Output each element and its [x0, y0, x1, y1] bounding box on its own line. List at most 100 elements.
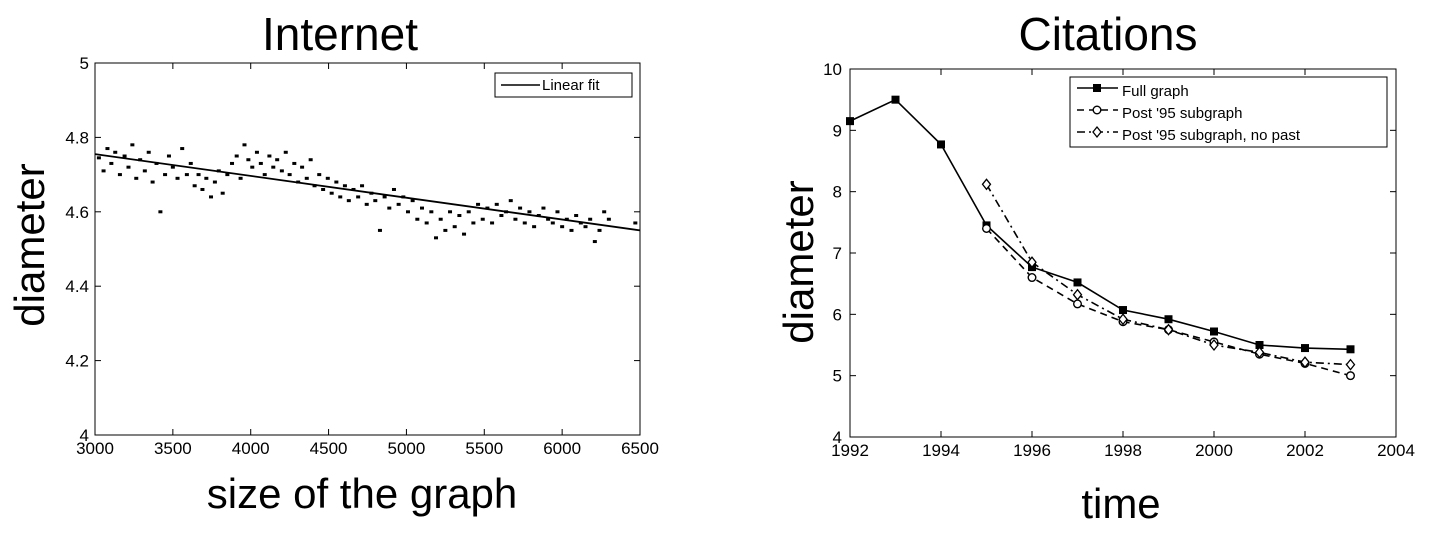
internet-x-tick-label: 3000 — [76, 439, 114, 458]
series-marker-full-graph — [1119, 306, 1127, 315]
scatter-point — [471, 221, 476, 225]
series-marker-full-graph — [1210, 327, 1218, 336]
scatter-point — [583, 225, 588, 229]
series-marker-post95-subgraph — [982, 223, 992, 233]
scatter-point — [588, 217, 593, 221]
scatter-point — [382, 195, 387, 199]
series-marker-full-graph — [1073, 278, 1082, 287]
scatter-point — [317, 173, 322, 177]
internet-fit-line — [94, 153, 641, 232]
scatter-point — [532, 225, 537, 229]
series-marker-post95-no-past — [1300, 356, 1310, 369]
citations-y-tick-label: 4 — [833, 428, 842, 447]
scatter-point — [527, 210, 532, 214]
scatter-point — [192, 184, 197, 188]
scatter-point — [170, 165, 175, 169]
scatter-point — [494, 202, 499, 206]
series-marker-post95-no-past — [1209, 338, 1219, 352]
scatter-point — [564, 217, 569, 221]
scatter-point — [462, 232, 467, 236]
internet-legend: Linear fit — [494, 72, 633, 98]
scatter-point — [300, 165, 305, 169]
internet-x-axis-label: size of the graph — [207, 470, 518, 517]
scatter-point — [292, 161, 297, 165]
scatter-point — [415, 217, 420, 221]
scatter-point — [448, 210, 453, 214]
scatter-point — [508, 199, 513, 203]
scatter-point — [597, 228, 602, 232]
citations-x-tick-label: 2000 — [1195, 441, 1233, 460]
scatter-point — [405, 210, 410, 214]
scatter-point — [466, 210, 471, 214]
citations-legend-label-post95: Post '95 subgraph — [1122, 105, 1242, 122]
scatter-point — [555, 210, 560, 214]
scatter-point — [105, 147, 110, 151]
citations-x-tick-label: 1992 — [831, 441, 869, 460]
series-marker-post95-no-past — [1072, 288, 1083, 301]
scatter-point — [438, 217, 443, 221]
citations-legend-marker-swatch — [1093, 84, 1101, 92]
series-line-post95-no-past — [985, 183, 1351, 366]
scatter-point — [196, 173, 201, 177]
series-marker-full-graph — [846, 117, 854, 126]
scatter-point — [163, 173, 168, 177]
scatter-point — [364, 202, 369, 206]
scatter-point — [452, 225, 457, 229]
scatter-point — [443, 228, 448, 232]
internet-x-tick-label: 6000 — [543, 439, 581, 458]
internet-plot-frame — [94, 62, 641, 436]
scatter-point — [258, 161, 263, 165]
scatter-point — [602, 210, 607, 214]
scatter-point — [250, 165, 255, 169]
series-marker-full-graph — [1164, 315, 1173, 324]
scatter-point — [117, 173, 122, 177]
scatter-point — [287, 173, 292, 177]
citations-y-tick-label: 10 — [823, 60, 842, 79]
citations-series — [846, 95, 1356, 381]
scatter-point — [513, 217, 518, 221]
citations-y-tick-label: 9 — [833, 121, 842, 140]
citations-chart: Citations diameter time 1992 1994 1996 1998… — [775, 8, 1415, 527]
scatter-point — [122, 154, 127, 158]
series-marker-post95-subgraph — [1345, 371, 1355, 381]
scatter-point — [212, 180, 217, 184]
scatter-point — [606, 217, 611, 221]
scatter-point — [396, 202, 401, 206]
citations-x-tick-label: 1998 — [1104, 441, 1142, 460]
internet-x-tick-label: 4500 — [310, 439, 348, 458]
scatter-point — [204, 176, 209, 180]
scatter-point — [346, 199, 351, 203]
scatter-point — [262, 173, 267, 177]
scatter-point — [592, 240, 597, 244]
scatter-point — [480, 217, 485, 221]
scatter-point — [230, 161, 235, 165]
scatter-point — [391, 187, 396, 191]
internet-x-tick-label: 5000 — [388, 439, 426, 458]
internet-y-tick-label: 4 — [80, 426, 89, 445]
scatter-point — [429, 210, 434, 214]
scatter-point — [166, 154, 171, 158]
scatter-point — [225, 173, 230, 177]
citations-chart-title: Citations — [1019, 8, 1198, 60]
series-marker-post95-subgraph — [1072, 299, 1082, 309]
scatter-point — [142, 169, 147, 173]
scatter-point — [308, 158, 313, 162]
citations-x-tick-label: 1996 — [1013, 441, 1051, 460]
citations-legend-marker-swatch — [1092, 105, 1102, 115]
linear-fit-line — [94, 153, 641, 232]
scatter-point — [184, 173, 189, 177]
scatter-point — [377, 228, 382, 232]
internet-x-tick-label: 3500 — [154, 439, 192, 458]
scatter-point — [490, 221, 495, 225]
scatter-point — [457, 214, 462, 218]
citations-ticks: 1992 1994 1996 1998 2000 2002 2004 4 5 6 7 8 9 10 — [823, 60, 1415, 460]
scatter-point — [130, 143, 135, 147]
scatter-point — [126, 165, 131, 169]
scatter-point — [267, 154, 272, 158]
scatter-point — [356, 195, 361, 199]
scatter-point — [283, 150, 288, 154]
internet-y-axis-label: diameter — [6, 163, 53, 326]
scatter-point — [109, 161, 114, 165]
scatter-point — [180, 147, 185, 151]
